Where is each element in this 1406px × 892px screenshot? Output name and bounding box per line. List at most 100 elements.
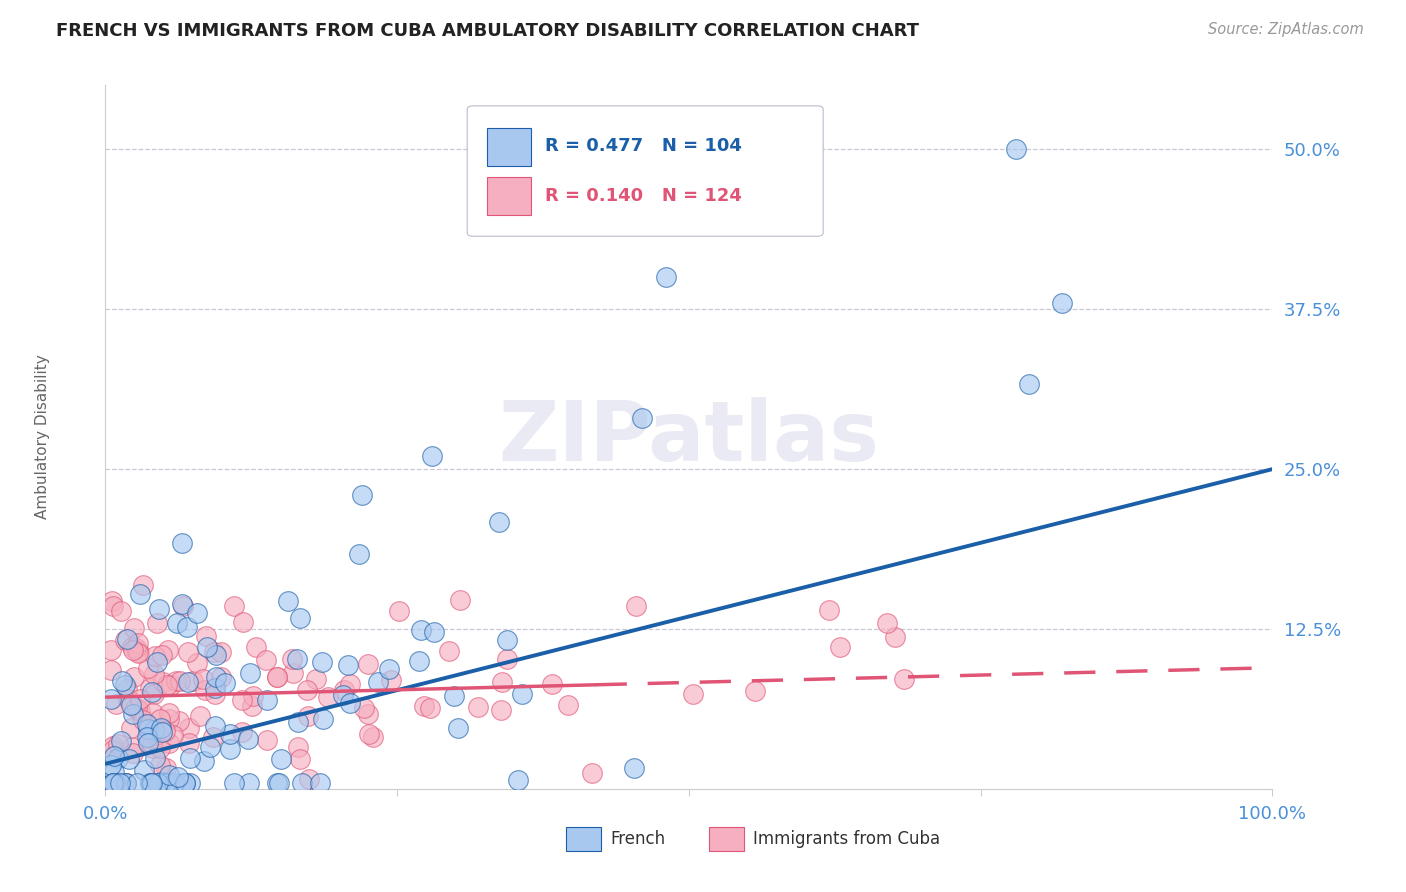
Point xyxy=(143,648,166,663)
Point xyxy=(174,776,197,790)
Point xyxy=(283,666,305,681)
Point xyxy=(209,645,232,659)
Point xyxy=(363,731,385,745)
Point xyxy=(744,684,766,698)
Point xyxy=(101,776,124,790)
Point xyxy=(139,681,162,696)
Point xyxy=(205,670,228,684)
Point xyxy=(631,410,654,425)
Point xyxy=(181,674,204,689)
Point xyxy=(188,709,211,723)
Point xyxy=(336,658,359,673)
Point xyxy=(267,776,290,790)
Point xyxy=(506,772,529,787)
Point xyxy=(142,724,165,739)
Point xyxy=(347,547,370,561)
Point xyxy=(111,673,134,688)
Point xyxy=(193,755,215,769)
Point xyxy=(156,678,179,692)
Point xyxy=(624,599,647,613)
Point xyxy=(155,776,177,790)
Point xyxy=(166,616,188,631)
Point xyxy=(110,734,132,748)
Point xyxy=(295,683,318,698)
Point xyxy=(353,701,375,715)
Point xyxy=(318,690,340,705)
Point xyxy=(153,724,176,739)
Point xyxy=(409,623,432,637)
Point xyxy=(623,761,645,775)
Point xyxy=(339,696,361,710)
Point xyxy=(222,776,245,790)
Point xyxy=(141,776,163,790)
Point xyxy=(179,736,201,750)
FancyBboxPatch shape xyxy=(486,128,531,166)
Point xyxy=(125,640,148,655)
Text: R = 0.140   N = 124: R = 0.140 N = 124 xyxy=(546,187,742,205)
Point xyxy=(157,712,180,726)
Point xyxy=(332,688,354,702)
Point xyxy=(256,733,278,747)
Point xyxy=(167,770,190,784)
Point xyxy=(101,776,124,790)
Point xyxy=(177,674,200,689)
Point xyxy=(157,736,180,750)
Point xyxy=(148,602,170,616)
Point xyxy=(104,776,127,790)
Point xyxy=(108,776,131,790)
Point xyxy=(132,713,155,727)
Point xyxy=(541,676,564,690)
Point xyxy=(117,752,139,766)
Point xyxy=(141,737,163,751)
Point xyxy=(172,597,194,611)
Point xyxy=(232,615,254,629)
Point xyxy=(380,673,402,687)
Point xyxy=(100,663,122,677)
Point xyxy=(120,721,142,735)
Point xyxy=(308,776,330,790)
FancyBboxPatch shape xyxy=(567,827,602,852)
Point xyxy=(101,743,124,757)
Point xyxy=(142,741,165,756)
Point xyxy=(142,706,165,721)
FancyBboxPatch shape xyxy=(709,827,744,852)
Point xyxy=(127,636,149,650)
Point xyxy=(305,672,328,686)
Point xyxy=(104,776,127,790)
Point xyxy=(177,645,200,659)
Point xyxy=(297,709,319,723)
Point xyxy=(287,740,309,755)
Point xyxy=(117,692,139,706)
Point xyxy=(218,742,240,756)
Point xyxy=(136,736,159,750)
Point xyxy=(876,615,898,630)
Point xyxy=(121,739,143,754)
Point xyxy=(101,599,124,613)
Point xyxy=(101,594,124,608)
Point xyxy=(443,689,465,703)
Point xyxy=(149,741,172,756)
Point xyxy=(139,776,162,790)
Point xyxy=(205,648,228,662)
Point xyxy=(239,666,262,681)
Point xyxy=(1052,295,1074,310)
Point xyxy=(143,687,166,701)
Point xyxy=(146,655,169,669)
Point xyxy=(114,776,136,790)
Point xyxy=(121,642,143,657)
Point xyxy=(107,751,129,765)
Point xyxy=(682,688,704,702)
Point xyxy=(288,751,311,765)
Point xyxy=(277,593,299,607)
Point xyxy=(242,689,264,703)
Point xyxy=(204,719,226,733)
Text: FRENCH VS IMMIGRANTS FROM CUBA AMBULATORY DISABILITY CORRELATION CHART: FRENCH VS IMMIGRANTS FROM CUBA AMBULATOR… xyxy=(56,22,920,40)
Point xyxy=(488,516,510,530)
Point xyxy=(177,721,200,735)
Point xyxy=(388,604,411,618)
Point xyxy=(186,656,208,670)
Point xyxy=(204,681,226,696)
Point xyxy=(115,776,138,790)
Point xyxy=(256,693,278,707)
Point xyxy=(136,723,159,737)
